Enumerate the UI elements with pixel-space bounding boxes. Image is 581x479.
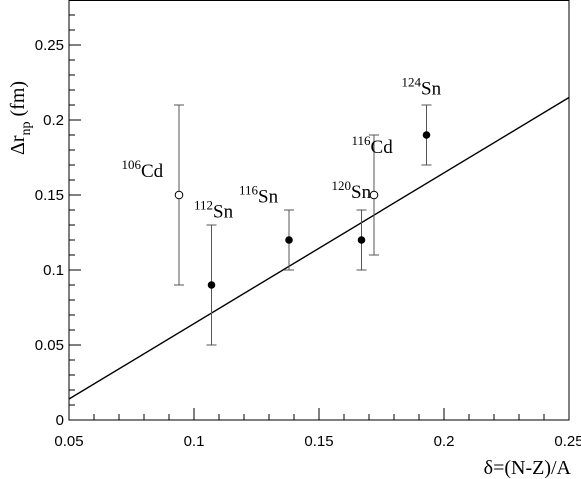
point-label-mass: 124 (402, 75, 422, 90)
y-tick-label: 0.05 (35, 337, 64, 354)
point-label: 116Sn (239, 183, 279, 208)
point-label: 112Sn (194, 198, 234, 223)
y-axis-title-unit: (fm) (7, 81, 29, 122)
point-label-mass: 120 (332, 178, 352, 193)
data-point-open (369, 190, 379, 200)
data-points (174, 131, 431, 289)
y-axis-title-main: Δr (7, 135, 29, 155)
axis-ticks (68, 0, 570, 421)
x-tick-label: 0.05 (54, 433, 83, 450)
plot-border (68, 0, 570, 421)
data-point-filled (207, 281, 216, 289)
point-label-mass: 116 (352, 133, 372, 148)
x-axis-title: δ=(N-Z)/A (484, 457, 572, 479)
y-axis-title: Δrnp (fm) (7, 81, 34, 155)
x-tick-label: 0.2 (434, 433, 455, 450)
y-tick-label: 0.15 (35, 187, 64, 204)
point-label-mass: 116 (239, 183, 259, 198)
plot-frame (68, 0, 570, 421)
data-point-filled (422, 131, 431, 139)
data-point-filled (357, 236, 366, 244)
x-tick-label: 0.1 (184, 433, 205, 450)
y-axis-title-sub: np (19, 122, 34, 136)
x-tick-label: 0.25 (554, 433, 581, 450)
point-label: 116Cd (352, 133, 394, 158)
point-label-mass: 112 (194, 198, 213, 213)
point-label: 106Cd (122, 157, 164, 182)
point-label-element: Sn (213, 202, 234, 223)
error-bars (174, 104, 432, 346)
point-label-element: Sn (258, 187, 279, 208)
fit-line-group (68, 96, 570, 400)
y-tick-label: 0.25 (35, 37, 64, 54)
y-tick-label: 0 (56, 412, 64, 429)
point-label-element: Cd (371, 137, 394, 158)
y-tick-label: 0.2 (43, 112, 64, 129)
point-label: 120Sn (332, 178, 372, 203)
point-label-element: Cd (141, 161, 164, 182)
point-label-mass: 106 (122, 157, 142, 172)
point-label: 124Sn (402, 75, 442, 100)
point-label-element: Sn (351, 182, 372, 203)
point-label-element: Sn (421, 79, 442, 100)
y-tick-label: 0.1 (43, 262, 64, 279)
data-point-filled (285, 236, 293, 244)
data-point-open (174, 190, 184, 200)
fit-line (68, 96, 570, 400)
x-tick-label: 0.15 (304, 433, 333, 450)
axis-tick-labels: 0.05 0.1 0.15 0.2 0.25 0 0.05 0.1 0.15 0.2 0.25 (35, 37, 581, 450)
